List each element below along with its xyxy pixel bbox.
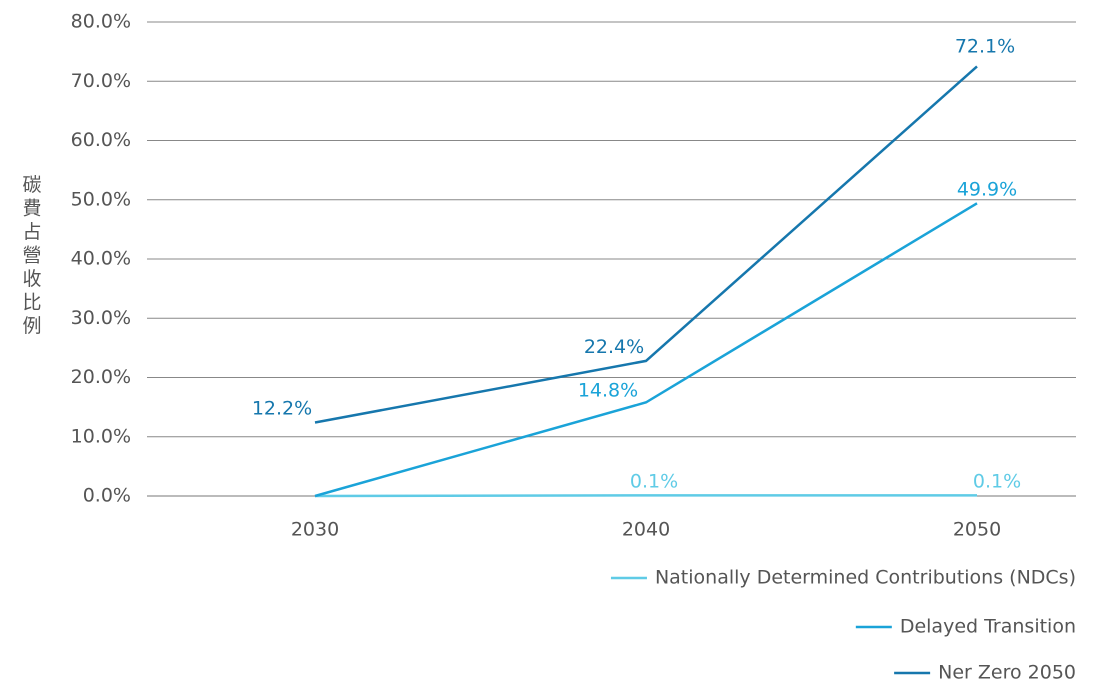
- y-tick-label: 40.0%: [71, 248, 131, 270]
- y-tick-label: 70.0%: [71, 70, 131, 92]
- legend: Nationally Determined Contributions (NDC…: [610, 567, 1076, 684]
- data-labels: 0.1% 0.1% 14.8% 49.9% 12.2% 22.4% 72.1%: [252, 35, 1021, 492]
- y-axis-label: 碳費占營收比例: [22, 174, 41, 337]
- series-lines: [314, 65, 978, 498]
- y-axis-title: 碳費占營收比例: [22, 174, 41, 337]
- y-tick-label: 60.0%: [71, 129, 131, 151]
- series-line-1: [314, 202, 978, 498]
- data-label: 49.9%: [957, 178, 1017, 200]
- data-label: 12.2%: [252, 398, 312, 420]
- y-tick-label: 80.0%: [71, 11, 131, 33]
- y-tick-label: 0.0%: [83, 485, 131, 507]
- data-label: 72.1%: [955, 35, 1015, 57]
- series-line-0: [314, 494, 977, 498]
- y-tick-label: 50.0%: [71, 188, 131, 210]
- data-label: 14.8%: [578, 379, 638, 401]
- gridlines: [147, 21, 1076, 497]
- data-label: 22.4%: [584, 336, 644, 358]
- data-label: 0.1%: [630, 470, 678, 492]
- legend-label: Nationally Determined Contributions (NDC…: [655, 567, 1076, 589]
- data-label: 0.1%: [973, 470, 1021, 492]
- x-tick-label: 2050: [953, 519, 1001, 541]
- x-tick-label: 2030: [291, 519, 339, 541]
- y-tick-label: 20.0%: [71, 366, 131, 388]
- y-tick-label: 30.0%: [71, 307, 131, 329]
- legend-label: Delayed Transition: [900, 616, 1076, 638]
- x-axis-ticks: 2030 2040 2050: [291, 519, 1001, 541]
- x-tick-label: 2040: [622, 519, 670, 541]
- y-tick-label: 10.0%: [71, 425, 131, 447]
- series-line-2: [314, 65, 978, 424]
- y-axis-ticks: 0.0% 10.0% 20.0% 30.0% 40.0% 50.0% 60.0% 70.0% 8…: [71, 11, 131, 507]
- legend-label: Ner Zero 2050: [938, 662, 1076, 684]
